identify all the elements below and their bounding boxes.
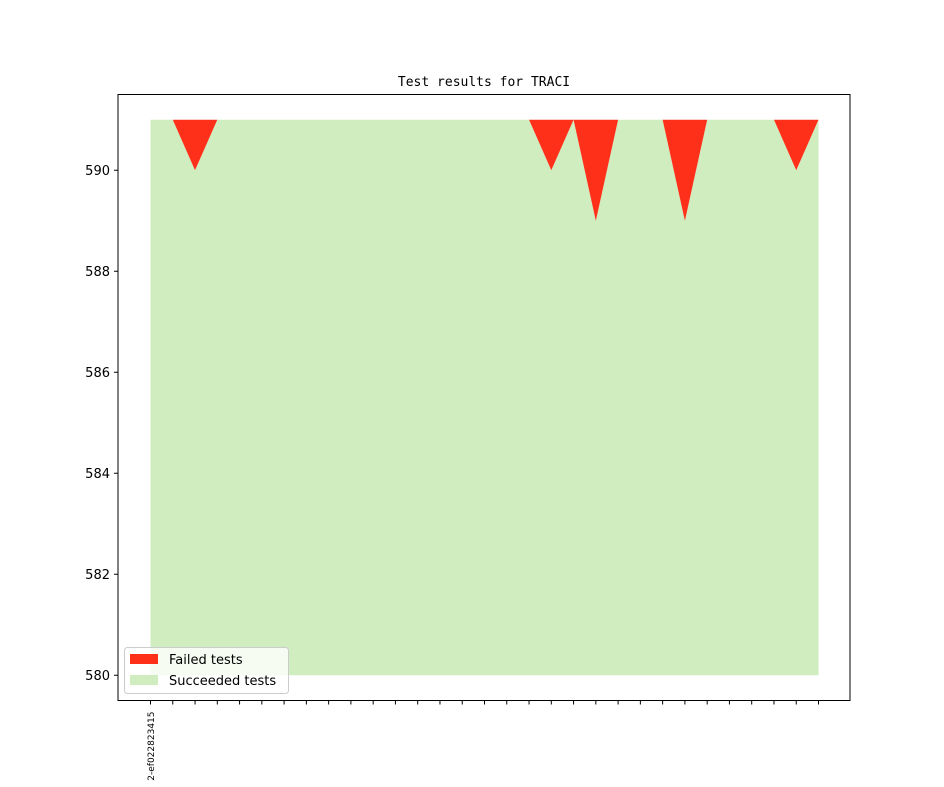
plot-areas (150, 119, 819, 676)
y-tick-label-590: 590 (85, 164, 110, 179)
y-tick-label-580: 580 (85, 669, 110, 684)
x-axis: 2-ef022823415 (147, 700, 819, 781)
legend-swatch-failed (130, 654, 158, 664)
y-tick-label-584: 584 (85, 467, 110, 482)
y-tick-label-586: 586 (85, 366, 110, 381)
legend-label-failed: Failed tests (169, 653, 243, 668)
y-tick-label-582: 582 (85, 568, 110, 583)
x-tick-label-0: 2-ef022823415 (147, 712, 157, 781)
legend: Failed tests Succeeded tests (124, 647, 289, 694)
y-axis: 580 582 584 586 588 590 (85, 164, 118, 684)
chart-title: Test results for TRACI (398, 75, 570, 90)
legend-swatch-succeeded (130, 675, 158, 685)
y-tick-label-588: 588 (85, 265, 110, 280)
area-failed-tests (150, 119, 819, 221)
legend-label-succeeded: Succeeded tests (169, 674, 276, 689)
area-succeeded-tests (150, 119, 819, 676)
legend-box (124, 647, 289, 694)
